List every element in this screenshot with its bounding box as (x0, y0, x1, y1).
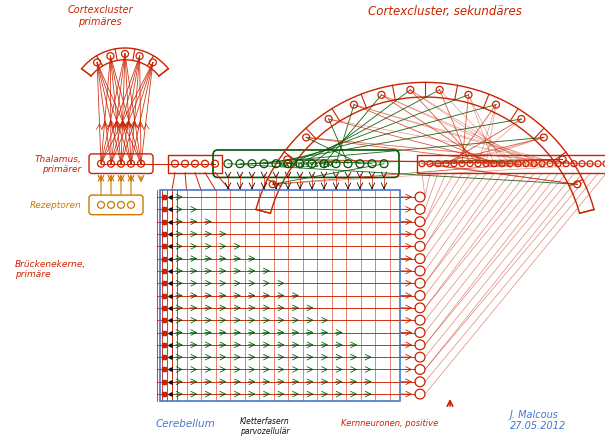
Text: Kletterfasern
parvozellulär: Kletterfasern parvozellulär (240, 416, 290, 435)
Text: Rezeptoren: Rezeptoren (29, 201, 81, 210)
Text: Kernneuronen, positive: Kernneuronen, positive (341, 418, 439, 427)
Text: Thalamus,
primärer: Thalamus, primärer (34, 155, 81, 174)
Text: Cerebellum: Cerebellum (155, 418, 215, 427)
Text: Brückenekerne,
primäre: Brückenekerne, primäre (15, 259, 87, 279)
Text: Cortexcluster
primäres: Cortexcluster primäres (67, 5, 133, 26)
Text: Thalamus, sekundäres: Thalamus, sekundäres (483, 163, 545, 168)
Bar (417, 155, 605, 173)
Bar (168, 155, 222, 173)
Bar (160, 191, 400, 401)
Text: MATRIXSYSTEM: MATRIXSYSTEM (278, 163, 334, 168)
Text: J. Malcous
27.05.2012: J. Malcous 27.05.2012 (510, 409, 566, 431)
Text: Cortexcluster, sekundäres: Cortexcluster, sekundäres (368, 5, 522, 18)
